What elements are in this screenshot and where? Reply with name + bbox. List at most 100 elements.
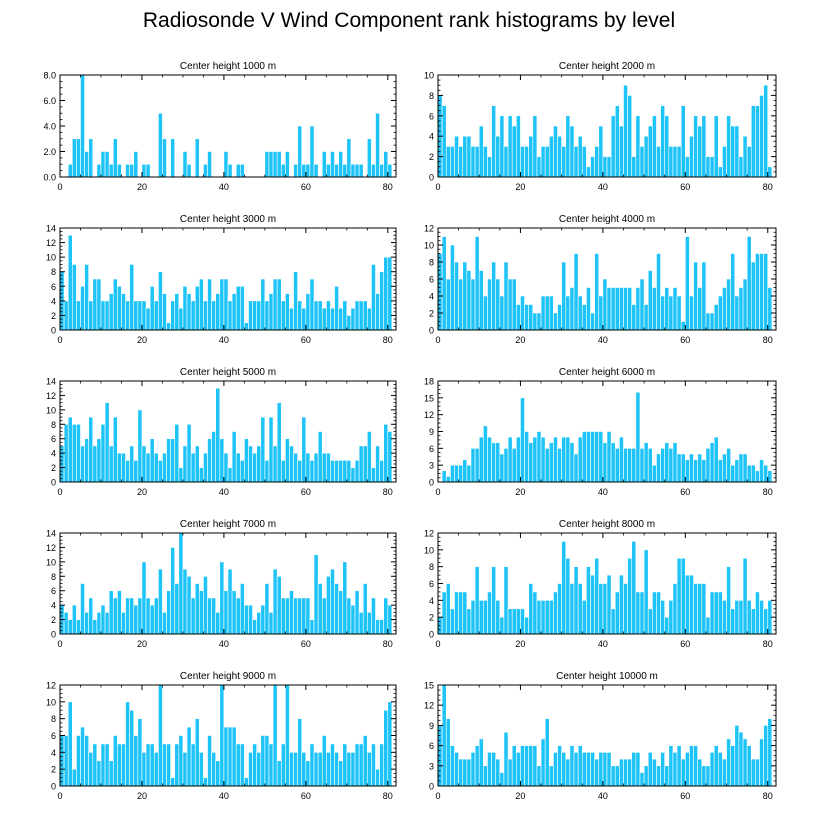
bar <box>458 464 464 483</box>
bar <box>540 436 546 483</box>
bar <box>499 616 505 635</box>
bar <box>76 735 81 787</box>
bar <box>717 752 723 787</box>
bar <box>705 312 711 331</box>
bar <box>354 300 360 331</box>
bar <box>219 278 225 331</box>
bar <box>631 752 637 787</box>
bar <box>701 765 707 787</box>
bar <box>623 448 628 483</box>
x-tick-label: 80 <box>763 182 773 192</box>
bar <box>450 745 455 787</box>
bar <box>297 718 303 787</box>
bar <box>581 431 587 483</box>
bar <box>701 261 707 331</box>
bar <box>565 557 571 635</box>
bar <box>763 253 769 331</box>
bar <box>354 460 360 483</box>
bar <box>750 105 756 178</box>
bar <box>231 431 237 483</box>
bar <box>280 597 286 635</box>
y-tick-label: 4 <box>429 132 434 142</box>
bar <box>528 442 534 483</box>
bar <box>656 591 661 635</box>
bar <box>742 557 748 635</box>
bar <box>383 597 389 635</box>
bar <box>145 743 151 787</box>
bar <box>305 293 311 331</box>
y-tick-label: 14 <box>46 529 56 539</box>
bar <box>466 608 472 635</box>
bar <box>458 278 464 331</box>
bar <box>445 583 451 635</box>
bar <box>557 583 562 635</box>
bar <box>100 300 106 331</box>
bar <box>590 574 595 635</box>
bar <box>88 416 94 483</box>
bar <box>162 612 167 635</box>
bar <box>186 726 192 787</box>
y-tick-label: 6 <box>51 434 56 444</box>
bar <box>676 295 682 331</box>
bar <box>713 115 719 178</box>
panel-title: Center height 3000 m <box>180 214 276 225</box>
bar <box>445 146 451 178</box>
bar <box>129 445 135 483</box>
bar <box>474 745 480 787</box>
y-tick-label: 18 <box>424 377 434 387</box>
x-tick-label: 80 <box>383 791 393 801</box>
bar <box>112 597 118 635</box>
bar <box>145 597 151 635</box>
bar <box>112 278 118 331</box>
y-tick-label: 9 <box>429 721 434 731</box>
bar <box>709 156 715 178</box>
bar <box>174 583 180 635</box>
y-tick-label: 6 <box>51 282 56 292</box>
bar <box>309 125 315 178</box>
x-tick-label: 0 <box>57 182 62 192</box>
bar <box>755 591 760 635</box>
bar <box>326 163 331 178</box>
bar <box>458 591 464 635</box>
bar <box>137 718 143 787</box>
bar <box>466 135 472 178</box>
bar <box>548 600 554 635</box>
bar <box>84 151 89 178</box>
bar <box>145 163 151 178</box>
bar <box>301 752 307 787</box>
bar <box>750 608 756 635</box>
bar <box>697 583 703 635</box>
x-tick-label: 40 <box>598 639 608 649</box>
bar <box>516 752 521 787</box>
bar <box>235 285 241 331</box>
bar <box>672 583 678 635</box>
bar <box>598 125 604 178</box>
bar <box>219 684 225 787</box>
bar <box>536 156 542 178</box>
bar <box>565 758 571 787</box>
x-tick-label: 60 <box>301 182 311 192</box>
bar <box>276 575 282 635</box>
bar <box>623 287 628 331</box>
bar <box>207 151 212 178</box>
x-tick-label: 40 <box>598 182 608 192</box>
bar <box>149 604 155 635</box>
bar <box>499 295 505 331</box>
x-tick-label: 20 <box>515 182 525 192</box>
bar <box>231 590 237 635</box>
bar <box>693 745 698 787</box>
x-tick-label: 20 <box>137 791 147 801</box>
bar <box>610 442 616 483</box>
y-tick-label: 10 <box>424 71 434 81</box>
bar <box>342 561 348 635</box>
bar <box>88 300 94 331</box>
bar <box>598 583 604 635</box>
bar <box>321 307 327 331</box>
bar <box>623 758 628 787</box>
bar <box>664 765 670 787</box>
bar <box>520 608 525 635</box>
bar <box>685 236 690 331</box>
bar <box>309 743 315 787</box>
bar <box>516 115 521 178</box>
x-tick-label: 60 <box>301 639 311 649</box>
